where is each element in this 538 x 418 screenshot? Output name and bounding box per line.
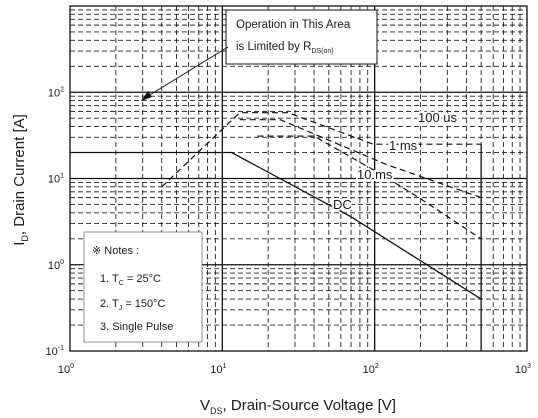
notes-item-1: 1. TC = 25°C [100,273,161,287]
y-tick-label: 100 [48,259,64,272]
notes-heading: ※ Notes : [92,245,139,257]
series-line-1ms [240,120,481,198]
x-tick-label: 103 [515,363,531,376]
y-axis-title: ID, Drain Current [A] [11,114,30,246]
series-label-100us: 100 us [418,110,458,125]
rds-annotation-arrow [148,47,228,96]
y-tick-label: 10-1 [46,345,65,358]
x-tick-label: 102 [363,363,379,376]
x-tick-label: 101 [210,363,226,376]
y-tick-label: 102 [48,86,64,99]
rds-subscript: DS(on) [311,48,333,55]
x-axis-title: VDS, Drain-Source Voltage [V] [200,397,396,416]
series-label-1ms: 1 ms [389,138,418,153]
x-tick-label: 100 [58,363,74,376]
series-label-10ms: 10 ms [357,167,393,182]
series-label-dc: DC [333,197,352,212]
notes-box: ※ Notes : 1. TC = 25°C 2. TJ = 150°C 3. … [84,232,202,342]
y-tick-label: 101 [48,173,64,186]
notes-item-2: 2. TJ = 150°C [100,298,166,312]
notes-item-3: 3. Single Pulse [100,321,173,333]
rds-annotation-line1: Operation in This Area [236,19,351,31]
